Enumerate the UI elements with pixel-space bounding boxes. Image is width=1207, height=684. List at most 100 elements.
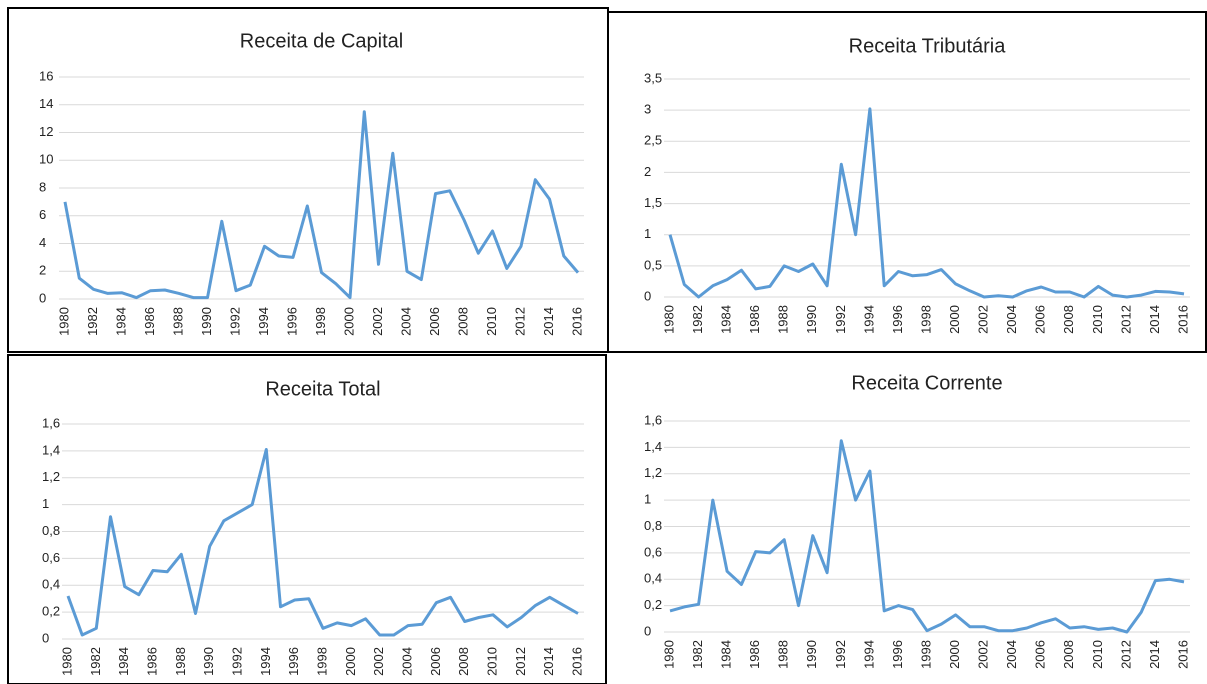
x-tick-label: 1984: [719, 305, 734, 334]
x-tick-label: 2008: [1061, 640, 1076, 669]
x-tick-label: 1984: [719, 640, 734, 669]
data-line: [66, 448, 579, 637]
chart-title: Receita de Capital: [240, 30, 403, 52]
y-tick-label: 1,4: [42, 442, 60, 457]
y-tick-label: 0,5: [644, 257, 662, 272]
x-tick-label: 2010: [1090, 305, 1105, 334]
x-tick-label: 1988: [173, 647, 188, 676]
y-tick-label: 1,2: [644, 465, 662, 480]
y-tick-label: 2,5: [644, 133, 662, 148]
y-tick-label: 1: [644, 492, 651, 507]
x-tick-label: 1998: [918, 305, 933, 334]
x-tick-label: 1998: [918, 640, 933, 669]
x-tick-label: 1986: [747, 640, 762, 669]
y-tick-label: 1: [42, 496, 49, 511]
chart-panel: Receita Corrente 0 0,2 0,4 0,6 0,8 1 1,2 1,4 1,6 1…: [644, 372, 1190, 669]
x-tick-label: 1988: [776, 640, 791, 669]
x-tick-label: 2004: [1004, 640, 1019, 669]
x-tick-label: 1996: [284, 307, 299, 336]
x-tick-label: 2004: [399, 647, 414, 676]
x-tick-label: 1990: [199, 307, 214, 336]
x-tick-label: 1992: [227, 307, 242, 336]
chart-panel: Receita Tributária 0 0,5 1 1,5 2 2,5 3 3,5 1980 19…: [607, 11, 1207, 353]
y-tick-label: 0,8: [644, 518, 662, 533]
x-tick-label: 1986: [142, 307, 157, 336]
y-tick-label: 0,8: [42, 523, 60, 538]
chart-panel: Receita Total 0 0,2 0,4 0,6 0,8 1 1,2 1,4 1,6 1980…: [7, 354, 607, 684]
x-tick-label: 2006: [428, 647, 443, 676]
x-tick-label: 2014: [541, 647, 556, 676]
chart-title: Receita Tributária: [849, 35, 1007, 57]
x-tick-label: 2012: [512, 307, 527, 336]
x-tick-label: 1982: [88, 647, 103, 676]
x-tick-label: 1996: [890, 305, 905, 334]
x-tick-label: 1990: [201, 647, 216, 676]
x-tick-label: 1994: [258, 647, 273, 676]
x-tick-label: 2014: [1147, 640, 1162, 669]
x-tick-label: 1996: [286, 647, 301, 676]
x-tick-label: 1988: [776, 305, 791, 334]
panel-border: [607, 11, 1207, 353]
x-tick-label: 2002: [976, 305, 991, 334]
x-tick-label: 2012: [1118, 305, 1133, 334]
y-tick-label: 4: [39, 235, 46, 250]
x-tick-label: 1980: [661, 305, 676, 334]
x-tick-label: 2010: [484, 647, 499, 676]
y-tick-label: 1,2: [42, 469, 60, 484]
y-tick-label: 1,6: [42, 415, 60, 430]
y-tick-label: 0: [39, 290, 46, 305]
x-tick-label: 2016: [569, 307, 584, 336]
x-tick-label: 2002: [371, 647, 386, 676]
x-tick-label: 2014: [541, 307, 556, 336]
x-tick-label: 2000: [341, 307, 356, 336]
x-tick-label: 1998: [314, 647, 329, 676]
y-tick-label: 1,4: [644, 439, 662, 454]
y-tick-label: 6: [39, 207, 46, 222]
x-tick-label: 2000: [947, 640, 962, 669]
x-tick-label: 2010: [484, 307, 499, 336]
y-tick-label: 0,6: [42, 550, 60, 565]
x-tick-label: 1992: [833, 305, 848, 334]
y-tick-label: 14: [39, 96, 53, 111]
x-tick-label: 1994: [256, 307, 271, 336]
x-tick-label: 2004: [398, 307, 413, 336]
x-tick-label: 1986: [747, 305, 762, 334]
x-tick-label: 2002: [976, 640, 991, 669]
x-tick-label: 1980: [56, 307, 71, 336]
y-tick-label: 2: [39, 263, 46, 278]
y-tick-label: 0: [644, 288, 651, 303]
x-tick-label: 1990: [804, 305, 819, 334]
x-tick-label: 1980: [59, 647, 74, 676]
x-tick-label: 1980: [661, 640, 676, 669]
y-tick-label: 1,5: [644, 195, 662, 210]
x-tick-label: 2012: [1118, 640, 1133, 669]
x-tick-label: 1988: [170, 307, 185, 336]
y-tick-label: 0,2: [42, 604, 60, 619]
panel-border: [7, 354, 607, 684]
y-tick-label: 2: [644, 164, 651, 179]
y-tick-label: 8: [39, 179, 46, 194]
x-tick-label: 2012: [513, 647, 528, 676]
x-tick-label: 2006: [1033, 305, 1048, 334]
x-tick-label: 1982: [690, 305, 705, 334]
y-tick-label: 0,4: [42, 577, 60, 592]
x-tick-label: 1996: [890, 640, 905, 669]
panel-border: [7, 7, 609, 353]
data-line: [669, 439, 1185, 634]
x-tick-label: 2016: [1175, 640, 1190, 669]
x-tick-label: 1982: [85, 307, 100, 336]
x-tick-label: 2016: [569, 647, 584, 676]
x-tick-label: 1992: [229, 647, 244, 676]
x-tick-label: 2008: [1061, 305, 1076, 334]
y-tick-label: 1: [644, 226, 651, 241]
y-tick-label: 3,5: [644, 70, 662, 85]
y-tick-label: 10: [39, 152, 53, 167]
x-tick-label: 2000: [947, 305, 962, 334]
x-tick-label: 1986: [144, 647, 159, 676]
y-tick-label: 0: [644, 623, 651, 638]
y-tick-label: 16: [39, 68, 53, 83]
chart-title: Receita Total: [265, 378, 380, 400]
y-tick-label: 12: [39, 124, 53, 139]
x-tick-label: 1990: [804, 640, 819, 669]
